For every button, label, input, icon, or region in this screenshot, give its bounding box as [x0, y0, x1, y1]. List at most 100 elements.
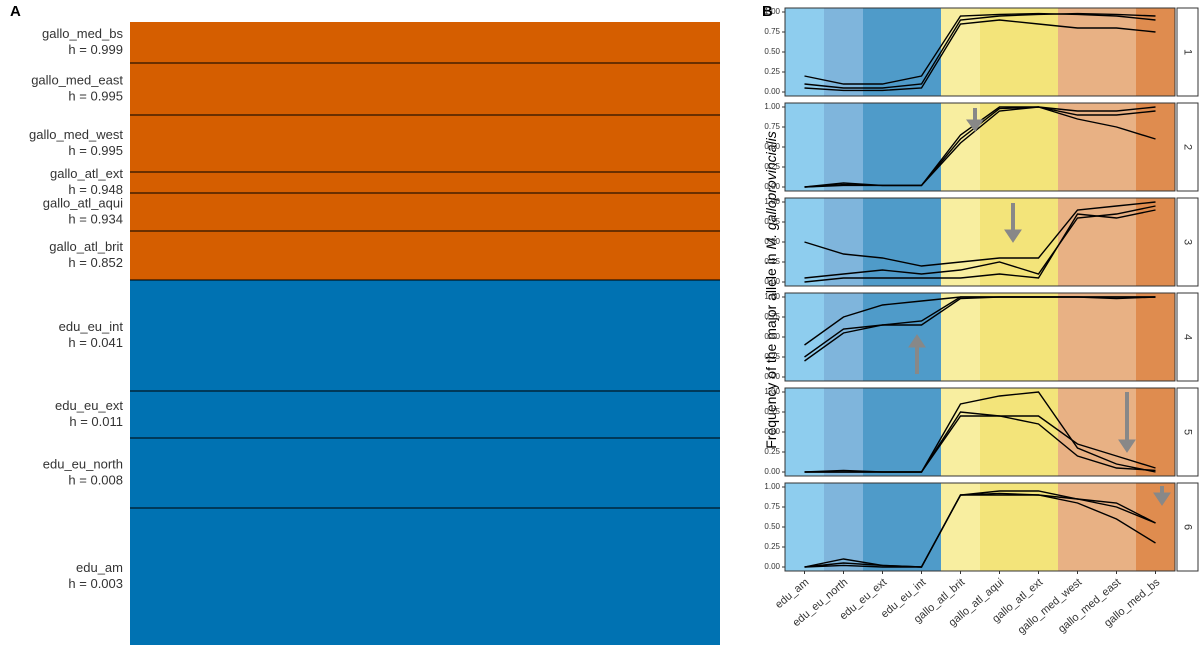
- region-band: [785, 483, 825, 571]
- arrow-head: [1118, 439, 1136, 453]
- region-band: [941, 8, 981, 96]
- region-band: [902, 103, 942, 191]
- facet-label: 1: [1182, 49, 1194, 55]
- region-band: [902, 198, 942, 286]
- region-band: [902, 293, 942, 381]
- y-tick-label: 1.00: [764, 482, 780, 491]
- allele-line: [804, 12, 1156, 89]
- region-band: [980, 293, 1020, 381]
- y-tick-label: 1.00: [764, 197, 780, 206]
- region-band: [1097, 198, 1137, 286]
- population-block: [130, 438, 720, 508]
- population-h: h = 0.934: [68, 211, 123, 226]
- arrow-head: [1004, 229, 1022, 243]
- population-name: gallo_med_west: [29, 127, 123, 142]
- y-tick-label: 0.25: [764, 67, 780, 76]
- y-tick-label: 0.00: [764, 87, 780, 96]
- region-band: [863, 388, 903, 476]
- facet-strip: [1176, 292, 1199, 382]
- region-band: [1019, 388, 1059, 476]
- population-h: h = 0.011: [69, 414, 123, 429]
- region-band: [1136, 8, 1176, 96]
- y-tick-label: 1.00: [764, 292, 780, 301]
- population-h: h = 0.948: [68, 182, 123, 197]
- facet-strip: [1176, 197, 1199, 287]
- population-h: h = 0.003: [68, 576, 123, 591]
- population-block: [130, 391, 720, 438]
- y-tick-label: 0.75: [764, 407, 780, 416]
- y-tick-label: 0.25: [764, 162, 780, 171]
- allele-line: [804, 490, 1156, 568]
- population-h: h = 0.041: [68, 335, 123, 350]
- y-tick-label: 0.75: [764, 27, 780, 36]
- arrow-head: [908, 334, 926, 348]
- region-band: [863, 103, 903, 191]
- y-tick-label: 0.50: [764, 237, 780, 246]
- region-band: [902, 483, 942, 571]
- y-label-text: Frequency of the major allele in: [763, 250, 779, 449]
- region-band: [1058, 8, 1098, 96]
- region-band: [902, 8, 942, 96]
- facet-frame: [784, 102, 1176, 192]
- arrow-head: [1153, 492, 1171, 506]
- y-tick-label: 0.50: [764, 47, 780, 56]
- population-block: [130, 193, 720, 231]
- population-name: gallo_atl_ext: [50, 166, 123, 181]
- arrows: [908, 108, 1171, 506]
- population-block: [130, 280, 720, 391]
- facet-label: 5: [1182, 429, 1194, 435]
- y-tick-label: 0.25: [764, 257, 780, 266]
- y-tick-label: 1.00: [764, 7, 780, 16]
- allele-line: [804, 492, 1156, 568]
- population-name: edu_eu_int: [59, 319, 124, 334]
- population-block: [130, 172, 720, 193]
- region-band: [980, 8, 1020, 96]
- y-tick-label: 0.00: [764, 182, 780, 191]
- y-tick-label: 0.50: [764, 427, 780, 436]
- facet-strip: [1176, 482, 1199, 572]
- population-name: gallo_med_bs: [42, 26, 123, 41]
- region-band: [1136, 483, 1176, 571]
- allele-line: [804, 19, 1156, 92]
- facet-strip: [1176, 102, 1199, 192]
- y-tick-label: 0.50: [764, 522, 780, 531]
- y-axis-label: Frequency of the major allele in M. gall…: [763, 131, 779, 449]
- region-band: [824, 198, 864, 286]
- facet-frame: [784, 292, 1176, 382]
- region-band: [824, 483, 864, 571]
- y-tick-label: 0.00: [764, 277, 780, 286]
- facet-label: 4: [1182, 334, 1194, 340]
- facet-frame: [784, 7, 1176, 97]
- region-band: [785, 8, 825, 96]
- allele-line: [804, 415, 1156, 473]
- arrow-head: [966, 119, 984, 132]
- region-band: [1058, 388, 1098, 476]
- population-name: edu_eu_north: [43, 456, 123, 471]
- y-tick-label: 0.50: [764, 332, 780, 341]
- population-name: edu_eu_ext: [55, 398, 123, 413]
- facet-frame: [784, 387, 1176, 477]
- region-band: [785, 293, 825, 381]
- y-tick-label: 0.75: [764, 312, 780, 321]
- allele-line: [804, 12, 1156, 85]
- allele-line: [804, 296, 1156, 358]
- y-tick-label: 1.00: [764, 102, 780, 111]
- region-band: [1019, 8, 1059, 96]
- population-block: [130, 231, 720, 280]
- region-band: [863, 8, 903, 96]
- allele-line: [804, 494, 1156, 568]
- y-tick-label: 0.00: [764, 467, 780, 476]
- y-tick-label: 1.00: [764, 387, 780, 396]
- y-tick-label: 0.25: [764, 542, 780, 551]
- region-band: [1097, 8, 1137, 96]
- region-band: [1058, 293, 1098, 381]
- population-h: h = 0.852: [68, 255, 123, 270]
- region-band: [1136, 198, 1176, 286]
- y-tick-label: 0.25: [764, 447, 780, 456]
- region-band: [941, 198, 981, 286]
- y-tick-label: 0.75: [764, 122, 780, 131]
- y-tick-label: 0.25: [764, 352, 780, 361]
- y-tick-label: 0.75: [764, 217, 780, 226]
- region-band: [824, 8, 864, 96]
